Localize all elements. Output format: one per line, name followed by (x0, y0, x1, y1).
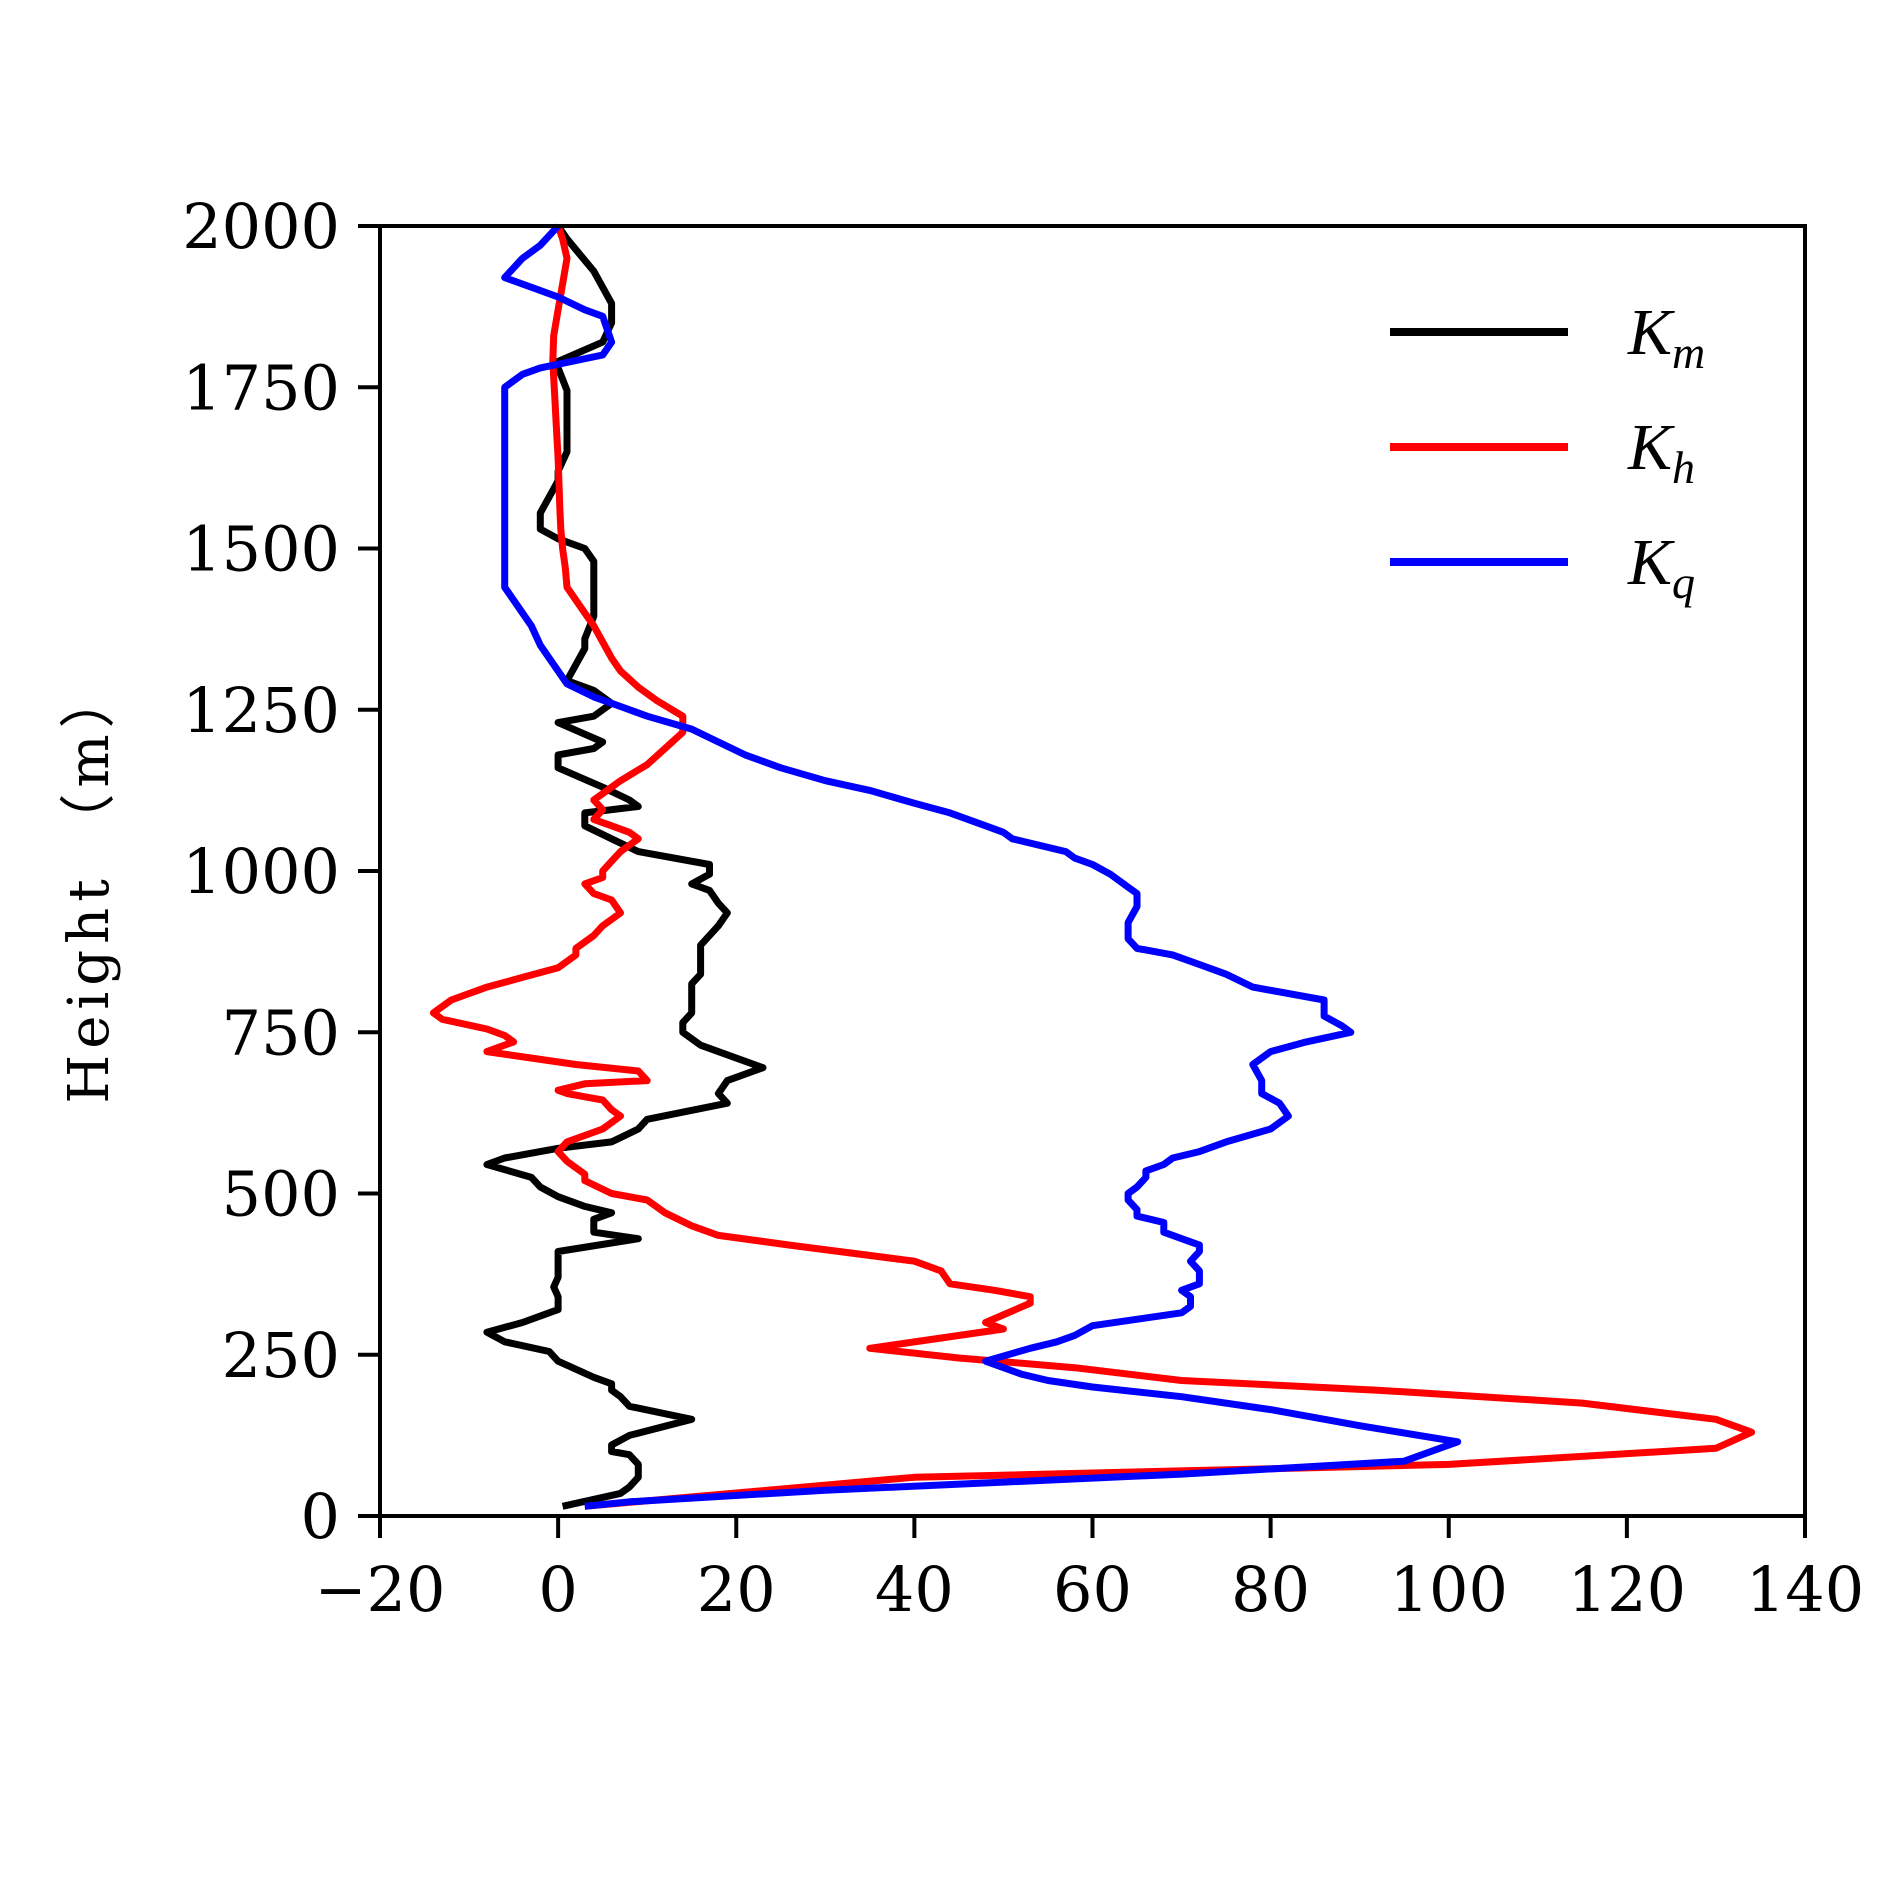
y-tick-label: 0 (301, 1480, 340, 1553)
legend-label-kq: Kq (1627, 526, 1695, 608)
x-axis: −20 0 20 40 60 80 100 120 140 (315, 1516, 1864, 1626)
x-tick-label: 80 (1231, 1553, 1310, 1626)
y-axis: 0 250 500 750 1000 1250 1500 1750 2000 (182, 190, 380, 1553)
y-tick-label: 2000 (182, 190, 340, 263)
y-tick-label: 1750 (182, 351, 340, 424)
x-tick-label: 40 (875, 1553, 954, 1626)
y-tick-label: 750 (222, 996, 340, 1069)
legend-label-kh: Kh (1627, 411, 1695, 493)
x-tick-label: 0 (538, 1553, 577, 1626)
y-tick-label: 1500 (182, 513, 340, 586)
x-tick-label: 120 (1568, 1553, 1686, 1626)
y-tick-label: 250 (222, 1319, 340, 1392)
series-line-kq (501, 223, 1462, 1510)
x-tick-label: 100 (1390, 1553, 1508, 1626)
x-tick-label: 140 (1746, 1553, 1864, 1626)
x-tick-label: −20 (315, 1553, 446, 1626)
y-axis-title: Height （m） (57, 666, 122, 1103)
legend: Km Kh Kq (1390, 296, 1705, 608)
series-layer (429, 223, 1756, 1510)
legend-subscript: h (1672, 442, 1695, 493)
y-tick-label: 1250 (182, 674, 340, 747)
series-line-km (483, 224, 767, 1510)
y-tick-label: 500 (222, 1158, 340, 1231)
legend-subscript: q (1672, 557, 1695, 608)
x-tick-label: 60 (1053, 1553, 1132, 1626)
y-tick-label: 1000 (182, 835, 340, 908)
legend-subscript: m (1672, 327, 1705, 378)
series-line-kh (429, 224, 1756, 1510)
x-tick-label: 20 (697, 1553, 776, 1626)
legend-label-km: Km (1627, 296, 1705, 378)
